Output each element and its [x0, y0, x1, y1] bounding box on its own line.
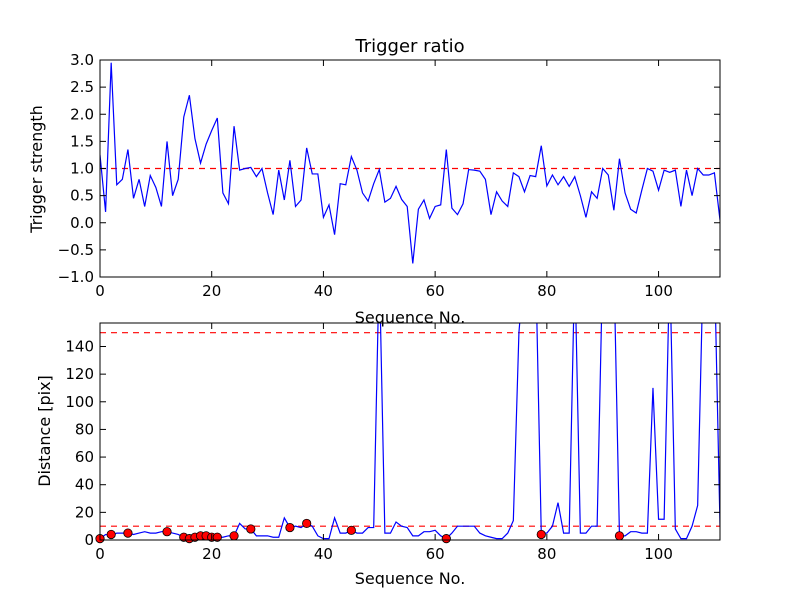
y-tick-label: 0 [84, 531, 94, 549]
y-tick-label: −1.0 [58, 268, 94, 286]
plot-frame [99, 322, 721, 541]
distance-chart: Sequence No. Distance [pix] 0 20 40 60 80 100… [35, 322, 721, 588]
trigger-ratio-chart: Trigger ratio Sequence No. Trigger stren… [27, 36, 721, 327]
x-tick-label: 0 [95, 545, 105, 563]
marker-point [285, 522, 295, 533]
y-tick-label: 1.0 [70, 160, 94, 178]
y-tick-label: 1.5 [70, 132, 94, 150]
y-tick-label: 140 [65, 337, 94, 355]
x-tick-label: 80 [537, 282, 556, 300]
y-tick-label: 120 [65, 365, 94, 383]
marker-point [246, 524, 256, 534]
x-axis-label: Sequence No. [355, 308, 466, 327]
x-tick-labels: 0 20 40 60 80 100 [95, 282, 673, 300]
x-tick-label: 40 [314, 282, 333, 300]
distance-plot-area [95, 322, 721, 544]
x-tick-labels: 0 20 40 60 80 100 [95, 545, 673, 563]
x-tick-label: 100 [644, 282, 673, 300]
y-tick-label: 100 [65, 393, 94, 411]
marker-point [536, 529, 546, 540]
x-tick-label: 60 [426, 282, 445, 300]
y-tick-label: 0.0 [70, 214, 94, 232]
x-tick-label: 100 [644, 545, 673, 563]
y-axis-label: Trigger strength [27, 105, 46, 234]
y-tick-labels: −1.0 −0.5 0.0 0.5 1.0 1.5 2.0 2.5 3.0 [58, 51, 94, 286]
marker-point [162, 527, 172, 537]
marker-point [302, 518, 312, 529]
marker-point [229, 531, 239, 541]
y-tick-label: 80 [75, 420, 94, 438]
y-axis-label: Distance [pix] [35, 375, 54, 487]
y-tick-label: −0.5 [58, 241, 94, 259]
x-tick-label: 0 [95, 282, 105, 300]
y-tick-label: 3.0 [70, 51, 94, 69]
y-tick-labels: 0 20 40 60 80 100 120 140 [65, 337, 94, 549]
x-tick-label: 40 [314, 545, 333, 563]
x-tick-label: 20 [202, 545, 221, 563]
trigger-ratio-plot-area [99, 59, 721, 278]
x-tick-label: 60 [426, 545, 445, 563]
y-tick-label: 20 [75, 503, 94, 521]
y-tick-label: 2.0 [70, 105, 94, 123]
y-tick-label: 40 [75, 476, 94, 494]
marker-point [441, 534, 451, 544]
marker-point [212, 532, 222, 542]
x-axis-label: Sequence No. [355, 569, 466, 588]
x-tick-label: 80 [537, 545, 556, 563]
marker-point [346, 525, 356, 535]
y-tick-label: 2.5 [70, 78, 94, 96]
chart-title: Trigger ratio [354, 36, 464, 57]
series-line [100, 62, 720, 264]
marker-point [106, 529, 116, 540]
y-tick-label: 0.5 [70, 187, 94, 205]
x-tick-label: 20 [202, 282, 221, 300]
marker-point [614, 531, 625, 541]
marker-point [123, 528, 133, 538]
y-tick-label: 60 [75, 448, 94, 466]
